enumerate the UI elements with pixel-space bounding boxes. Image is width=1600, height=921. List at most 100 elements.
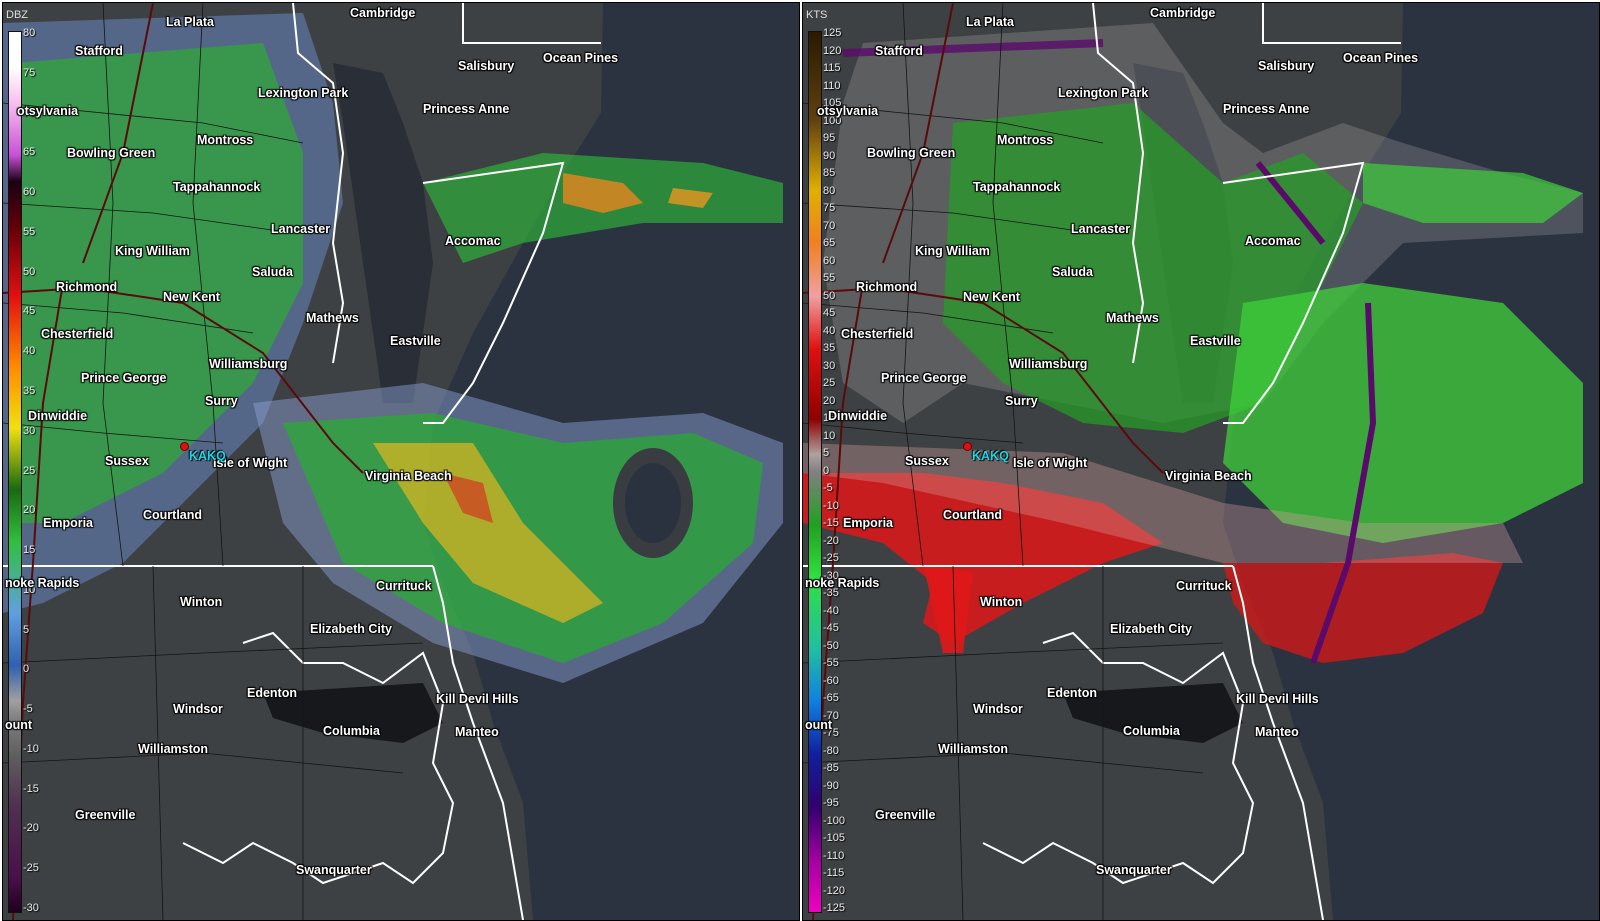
- colorbar-tick-label: -105: [823, 832, 846, 844]
- colorbar-tick-label: 55: [823, 272, 836, 284]
- colorbar-tick-label: -50: [823, 639, 839, 652]
- city-label: Edenton: [247, 686, 297, 700]
- colorbar-tick-label: 60: [823, 254, 836, 267]
- colorbar-tick-label: -35: [823, 587, 839, 599]
- city-label: Edenton: [1047, 686, 1097, 700]
- city-label: Emporia: [843, 516, 894, 530]
- colorbar-tick-label: 0: [23, 663, 30, 676]
- city-label: La Plata: [166, 15, 214, 29]
- city-label: Salisbury: [458, 59, 515, 73]
- colorbar-tick-label: -80: [823, 744, 839, 757]
- state-lines: [803, 3, 1401, 920]
- city-label: La Plata: [966, 15, 1014, 29]
- colorbar-tick-label: 10: [23, 583, 36, 596]
- city-label: Richmond: [856, 280, 918, 294]
- city-label: Windsor: [173, 702, 223, 716]
- colorbar-tick-label: 30: [23, 424, 36, 437]
- city-label: Saluda: [1052, 265, 1093, 279]
- city-label: Dinwiddie: [828, 409, 888, 423]
- city-label: Lancaster: [1071, 222, 1131, 236]
- colorbar-tick-label: -110: [823, 849, 845, 862]
- colorbar-tick-label: 0: [823, 464, 830, 477]
- colorbar-tick-label: 85: [823, 167, 836, 179]
- city-label: Lexington Park: [1058, 86, 1149, 100]
- reflectivity-panel[interactable]: DBZ 80 75 70 65 60 55 50 45 40 35 30 25 20 15 10 5 0 -5 -1…: [2, 2, 800, 921]
- city-label: Williamsburg: [1009, 357, 1088, 371]
- city-label: Princess Anne: [423, 102, 510, 116]
- city-label: Mathews: [1106, 311, 1159, 325]
- colorbar-tick-label: 100: [823, 114, 842, 127]
- city-label: Chesterfield: [41, 327, 114, 341]
- city-label: Winton: [980, 595, 1023, 609]
- city-label: Ocean Pines: [1343, 51, 1419, 65]
- colorbar-tick-label: -5: [823, 482, 833, 494]
- city-label: Currituck: [1176, 579, 1232, 593]
- colorbar-tick-label: 5: [23, 623, 30, 636]
- city-label: Swanquarter: [296, 863, 372, 877]
- city-label: Swanquarter: [1096, 863, 1172, 877]
- colorbar-tick-label: 25: [823, 377, 836, 389]
- colorbar-tick-label: 80: [823, 184, 836, 197]
- city-label: noke Rapids: [805, 576, 880, 590]
- city-label: Stafford: [75, 44, 123, 58]
- colorbar-tick-label: 65: [823, 237, 836, 249]
- velocity-echoes: [803, 23, 1583, 664]
- county-lines: [3, 3, 424, 920]
- colorbar-tick-label: 90: [823, 149, 836, 162]
- colorbar-tick-label: -40: [823, 604, 839, 617]
- city-label: Ocean Pines: [543, 51, 619, 65]
- colorbar-tick-label: 55: [23, 225, 36, 238]
- city-label: Mathews: [306, 311, 359, 325]
- colorbar-tick-label: 15: [823, 412, 836, 424]
- city-label: New Kent: [963, 290, 1020, 304]
- city-label: Williamsburg: [209, 357, 288, 371]
- county-lines: [803, 3, 1224, 920]
- city-label: Cambridge: [1150, 6, 1216, 20]
- city-label: Prince George: [881, 371, 967, 385]
- colorbar-tick-label: 115: [823, 62, 841, 74]
- colorbar-tick-label: -85: [823, 762, 839, 774]
- city-label: Surry: [1005, 394, 1038, 408]
- colorbar-tick-label: -55: [823, 657, 839, 669]
- colorbar-tick-label: -45: [823, 622, 839, 634]
- colorbar-tick-label: 45: [823, 307, 836, 319]
- city-label: Lexington Park: [258, 86, 349, 100]
- city-label: Princess Anne: [1223, 102, 1310, 116]
- city-label: Cambridge: [350, 6, 416, 20]
- city-label: Virginia Beach: [365, 469, 452, 483]
- city-label: Kill Devil Hills: [1236, 692, 1319, 706]
- city-label: Courtland: [943, 508, 1003, 522]
- city-label: Isle of Wight: [213, 456, 288, 470]
- city-label: Manteo: [1255, 725, 1299, 739]
- velocity-unit-label: KTS: [806, 9, 828, 21]
- city-label: otsylvania: [817, 104, 879, 118]
- city-label: noke Rapids: [5, 576, 80, 590]
- radar-site-marker: [963, 442, 972, 451]
- colorbar-tick-label: -30: [823, 569, 839, 582]
- albemarle-sound: [1063, 683, 1243, 743]
- city-label: Montross: [997, 133, 1054, 147]
- city-label: Sussex: [105, 454, 149, 468]
- colorbar-tick-label: 20: [823, 394, 836, 407]
- reflectivity-echoes: [3, 13, 783, 683]
- colorbar-tick-label: 50: [23, 265, 36, 278]
- colorbar-tick-label: 40: [823, 324, 836, 337]
- colorbar-tick-label: 25: [23, 464, 36, 477]
- colorbar-tick-label: 35: [23, 384, 36, 397]
- colorbar-tick-label: 70: [23, 106, 36, 119]
- city-label: Salisbury: [1258, 59, 1315, 73]
- colorbar-tick-label: -5: [23, 703, 33, 716]
- colorbar-tick-label: 5: [823, 447, 830, 459]
- city-label: Emporia: [43, 516, 94, 530]
- city-label: Kill Devil Hills: [436, 692, 519, 706]
- colorbar-tick-label: 120: [823, 44, 842, 57]
- colorbar-tick-label: -20: [823, 534, 839, 547]
- city-label: ount: [5, 718, 33, 732]
- radar-site-marker: [180, 442, 189, 451]
- city-label: Tappahannock: [173, 180, 261, 194]
- city-label: Accomac: [1245, 234, 1301, 248]
- velocity-panel[interactable]: KTS 125 120 115 110 105 100 95 90 85 80 75 70 65 60 55…: [802, 2, 1600, 921]
- city-label: Manteo: [455, 725, 499, 739]
- colorbar-tick-label: -125: [823, 902, 846, 914]
- city-label: Elizabeth City: [1110, 622, 1192, 636]
